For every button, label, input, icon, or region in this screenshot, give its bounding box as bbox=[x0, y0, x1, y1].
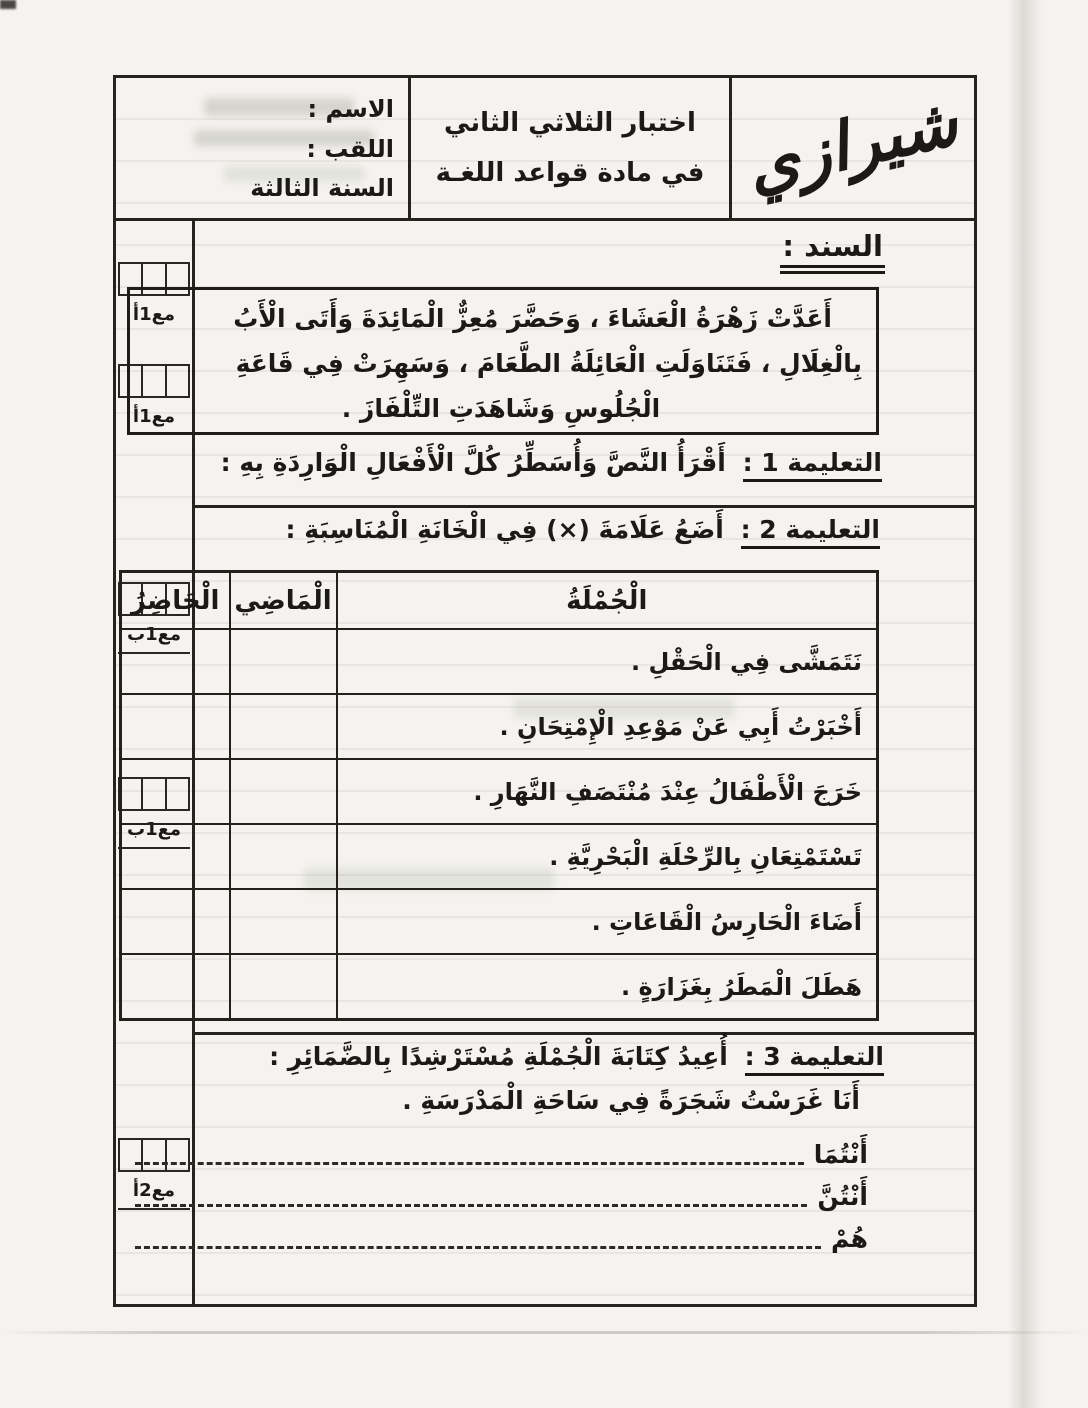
year-label: السنة الثالثة bbox=[250, 174, 394, 202]
answer-cell-past-3[interactable] bbox=[228, 758, 338, 825]
sentence-cell: نَتَمَشَّى فِي الْحَقْلِ . bbox=[335, 628, 879, 695]
instruction-2: التعليمة 2 : أَضَعُ عَلَامَةَ (×) فِي ال… bbox=[285, 515, 880, 549]
surname-label: اللقب : bbox=[306, 135, 394, 163]
sentence-cell: تَسْتَمْتِعَانِ بِالرِّحْلَةِ الْبَحْرِي… bbox=[335, 823, 879, 890]
table-row: أَضَاءَ الْحَارِسُ الْقَاعَاتِ . bbox=[119, 888, 879, 955]
paper-crease bbox=[0, 1331, 1088, 1334]
column-header-present: الْحَاضِرُ bbox=[119, 570, 231, 630]
exam-title-line2: في مادة قواعد اللغـة bbox=[435, 158, 705, 188]
answer-cell-present-4[interactable] bbox=[119, 823, 231, 890]
exam-title-line1: اختبار الثلاثي الثاني bbox=[444, 108, 696, 138]
sanad-text-box: أَعَدَّتْ زَهْرَةُ الْعَشَاءَ ، وَحَضَّر… bbox=[127, 287, 879, 435]
surname-row: اللقب : bbox=[127, 134, 394, 164]
answer-cell-past-1[interactable] bbox=[228, 628, 338, 695]
rewrite-line-antunna: أَنْتُنَّ bbox=[131, 1172, 868, 1214]
exam-sheet-frame: شيرازي اختبار الثلاثي الثاني في مادة قوا… bbox=[113, 75, 977, 1307]
answer-cell-present-5[interactable] bbox=[119, 888, 231, 955]
page-edge-shadow bbox=[1008, 0, 1042, 1408]
pronoun-label: هُمْ bbox=[831, 1224, 868, 1253]
name-input-area[interactable] bbox=[127, 94, 308, 124]
name-label: الاسم : bbox=[307, 95, 394, 123]
column-header-sentence: الْجُمْلَةُ bbox=[335, 570, 879, 630]
instruction-1: التعليمة 1 : أَقْرَأُ النَّصَّ وَأُسَطِّ… bbox=[221, 448, 882, 482]
instruction-3-label: التعليمة 3 : bbox=[744, 1042, 884, 1076]
answer-cell-present-2[interactable] bbox=[119, 693, 231, 760]
table-row: هَطَلَ الْمَطَرُ بِغَزَارَةٍ . bbox=[119, 953, 879, 1021]
header-student-cell: الاسم : اللقب : السنة الثالثة bbox=[119, 78, 408, 218]
instruction-2-text: أَضَعُ عَلَامَةَ (×) فِي الْخَانَةِ الْم… bbox=[285, 515, 724, 544]
instruction-1-label: التعليمة 1 : bbox=[742, 448, 882, 482]
sentence-cell: أَضَاءَ الْحَارِسُ الْقَاعَاتِ . bbox=[335, 888, 879, 955]
pronoun-label: أَنْتُمَا bbox=[813, 1140, 868, 1169]
sentence-cell: هَطَلَ الْمَطَرُ بِغَزَارَةٍ . bbox=[335, 953, 879, 1021]
table-row: تَسْتَمْتِعَانِ بِالرِّحْلَةِ الْبَحْرِي… bbox=[119, 823, 879, 890]
answer-cell-past-5[interactable] bbox=[228, 888, 338, 955]
sentence-cell: أَخْبَرْتُ أَبِي عَنْ مَوْعِدِ الْإِمْتِ… bbox=[335, 693, 879, 760]
answer-writing-line[interactable] bbox=[135, 1162, 804, 1165]
instruction-3: التعليمة 3 : أُعِيدُ كِتَابَةَ الْجُمْلَ… bbox=[269, 1042, 884, 1076]
instruction-3-text: أُعِيدُ كِتَابَةَ الْجُمْلَةِ مُسْتَرْشِ… bbox=[269, 1042, 728, 1071]
answer-cell-present-3[interactable] bbox=[119, 758, 231, 825]
answer-cell-past-6[interactable] bbox=[228, 953, 338, 1021]
answer-cell-past-2[interactable] bbox=[228, 693, 338, 760]
grading-mark-label: مع2أ bbox=[132, 1179, 176, 1201]
name-row: الاسم : bbox=[127, 94, 394, 124]
scan-smudge bbox=[0, 0, 16, 9]
answer-writing-line[interactable] bbox=[135, 1246, 822, 1249]
grading-mark-label: مع1أ bbox=[132, 405, 176, 427]
answer-cell-past-4[interactable] bbox=[228, 823, 338, 890]
rewrite-line-hum: هُمْ bbox=[131, 1214, 868, 1256]
table-row: خَرَجَ الْأَطْفَالُ عِنْدَ مُنْتَصَفِ ال… bbox=[119, 758, 879, 825]
exam-header: شيرازي اختبار الثلاثي الثاني في مادة قوا… bbox=[116, 78, 974, 221]
table-row: أَخْبَرْتُ أَبِي عَنْ مَوْعِدِ الْإِمْتِ… bbox=[119, 693, 879, 760]
column-header-past: الْمَاضِي bbox=[228, 570, 338, 630]
rewrite-line-antuma: أَنْتُمَا bbox=[131, 1130, 868, 1172]
grading-score-boxes bbox=[118, 364, 190, 398]
sanad-line: الْجُلُوسِ وَشَاهَدَتِ التِّلْفَازَ . bbox=[341, 394, 661, 423]
answer-writing-line[interactable] bbox=[135, 1204, 808, 1207]
section-divider bbox=[195, 1032, 974, 1035]
grading-score-boxes bbox=[118, 1138, 190, 1172]
sanad-line: بِالْغِلَالِ ، فَتَنَاوَلَتِ الْعَائِلَة… bbox=[235, 349, 862, 378]
school-logo: شيرازي bbox=[739, 82, 965, 206]
grading-mark-unit: مع1أ bbox=[118, 364, 190, 434]
grading-mark-label: مع1أ bbox=[132, 303, 176, 325]
grading-score-boxes bbox=[118, 262, 190, 296]
base-sentence: أَنَا غَرَسْتُ شَجَرَةً فِي سَاحَةِ الْم… bbox=[402, 1086, 860, 1115]
table-header-row: الْجُمْلَةُ الْمَاضِي الْحَاضِرُ bbox=[119, 570, 879, 630]
section-divider bbox=[195, 505, 974, 508]
sentence-cell: خَرَجَ الْأَطْفَالُ عِنْدَ مُنْتَصَفِ ال… bbox=[335, 758, 879, 825]
answer-cell-present-1[interactable] bbox=[119, 628, 231, 695]
sanad-line: أَعَدَّتْ زَهْرَةُ الْعَشَاءَ ، وَحَضَّر… bbox=[233, 304, 832, 333]
year-row: السنة الثالثة bbox=[127, 174, 394, 202]
sanad-heading: السند : bbox=[780, 228, 885, 274]
grading-mark-unit: مع1أ bbox=[118, 262, 190, 332]
surname-input-area[interactable] bbox=[127, 134, 306, 164]
instruction-1-text: أَقْرَأُ النَّصَّ وَأُسَطِّرُ كُلَّ الْأ… bbox=[220, 448, 726, 477]
pronoun-label: أَنْتُنَّ bbox=[817, 1182, 868, 1211]
grading-mark-unit: مع2أ bbox=[118, 1138, 190, 1210]
table-row: نَتَمَشَّى فِي الْحَقْلِ . bbox=[119, 628, 879, 695]
tense-exercise-table: الْجُمْلَةُ الْمَاضِي الْحَاضِرُ نَتَمَش… bbox=[119, 570, 879, 1021]
header-title-cell: اختبار الثلاثي الثاني في مادة قواعد اللغ… bbox=[408, 78, 732, 218]
answer-cell-present-6[interactable] bbox=[119, 953, 231, 1021]
header-logo-cell: شيرازي bbox=[732, 78, 974, 218]
instruction-2-label: التعليمة 2 : bbox=[740, 515, 880, 549]
